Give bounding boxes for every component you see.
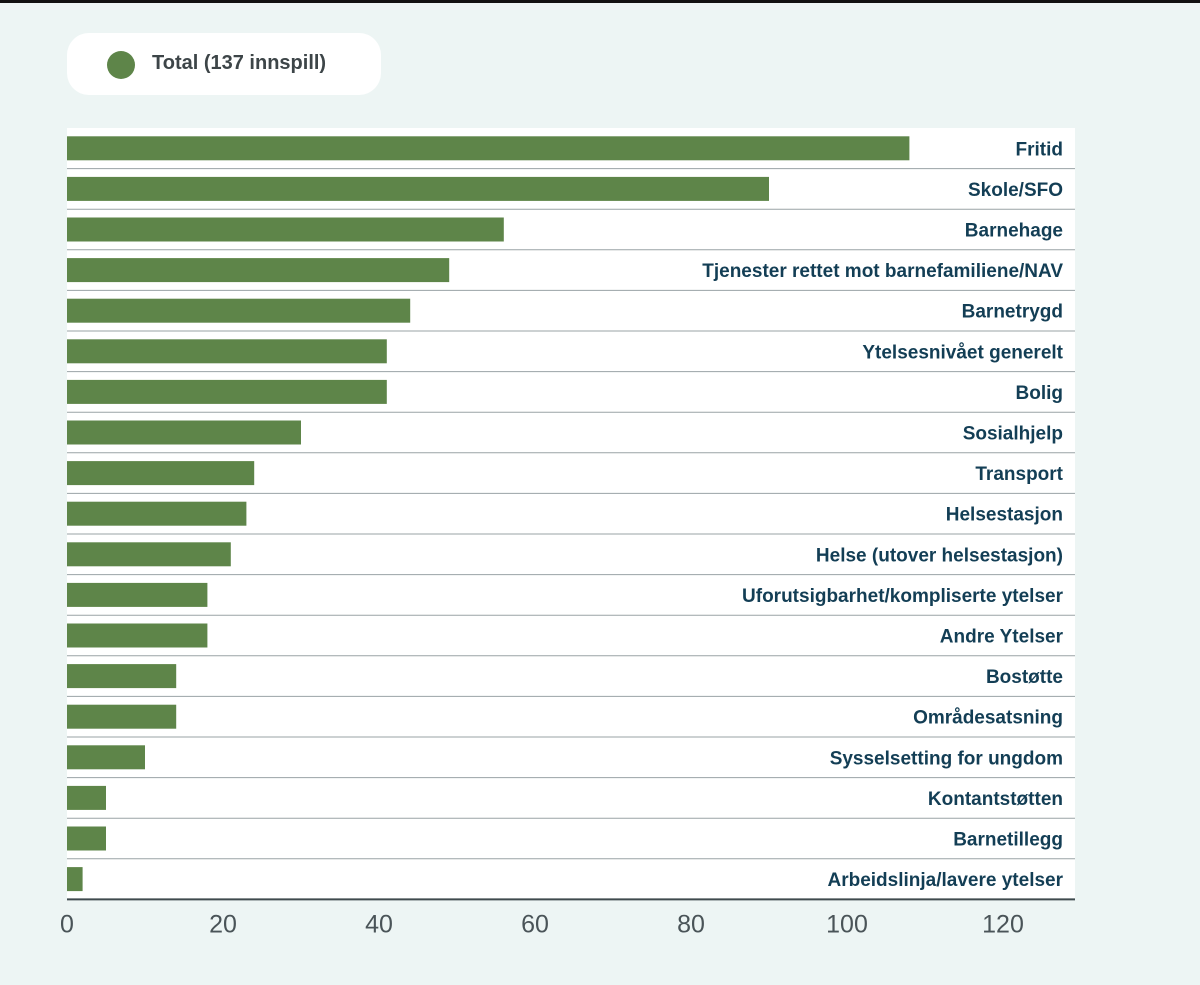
bar xyxy=(67,664,177,689)
bar xyxy=(67,623,208,648)
category-label: Barnehage xyxy=(965,221,1063,242)
bar xyxy=(67,339,387,364)
bar xyxy=(67,420,301,445)
category-label: Fritid xyxy=(1016,139,1064,160)
bar xyxy=(67,867,83,892)
bar xyxy=(67,826,106,851)
x-tick-label: 20 xyxy=(209,910,237,938)
bar xyxy=(67,582,208,607)
x-tick-label: 40 xyxy=(365,910,393,938)
x-tick-label: 80 xyxy=(677,910,705,938)
category-label: Barnetrygd xyxy=(962,302,1063,323)
x-tick-label: 120 xyxy=(982,910,1024,938)
bar xyxy=(67,136,910,161)
category-label: Andre Ytelser xyxy=(940,627,1064,648)
x-tick-label: 100 xyxy=(826,910,868,938)
category-label: Bolig xyxy=(1016,383,1064,404)
bar xyxy=(67,704,177,729)
category-label: Skole/SFO xyxy=(968,180,1063,201)
category-label: Helsestasjon xyxy=(946,505,1063,526)
category-label: Kontantstøtten xyxy=(928,789,1063,810)
bar xyxy=(67,176,769,201)
bar xyxy=(67,501,247,526)
bar xyxy=(67,542,231,567)
top-rule xyxy=(0,0,1200,3)
category-label: Bostøtte xyxy=(986,667,1063,688)
category-label: Sysselsetting for ungdom xyxy=(830,748,1063,769)
category-label: Sosialhjelp xyxy=(963,424,1063,445)
bar xyxy=(67,258,450,283)
category-label: Ytelsesnivået generelt xyxy=(862,342,1063,363)
category-label: Barnetillegg xyxy=(953,830,1063,851)
bar xyxy=(67,461,255,486)
category-label: Transport xyxy=(975,464,1063,485)
bar xyxy=(67,217,504,242)
category-label: Helse (utover helsestasjon) xyxy=(816,545,1063,566)
bar xyxy=(67,298,411,323)
legend-label: Total (137 innspill) xyxy=(152,52,327,74)
x-tick-label: 0 xyxy=(60,910,74,938)
bar xyxy=(67,745,145,770)
legend: Total (137 innspill) xyxy=(67,33,381,95)
category-label: Områdesatsning xyxy=(913,708,1063,729)
bar xyxy=(67,379,387,404)
bar xyxy=(67,785,106,810)
x-tick-label: 60 xyxy=(521,910,549,938)
category-label: Tjenester rettet mot barnefamiliene/NAV xyxy=(702,261,1063,282)
category-label: Arbeidslinja/lavere ytelser xyxy=(827,870,1063,891)
category-label: Uforutsigbarhet/kompliserte ytelser xyxy=(742,586,1064,607)
legend-swatch xyxy=(107,51,135,79)
